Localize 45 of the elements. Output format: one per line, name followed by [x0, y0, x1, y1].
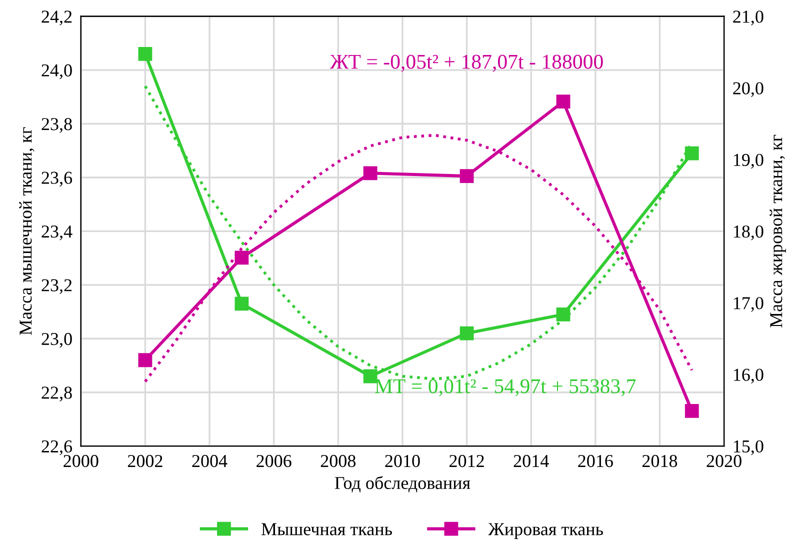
point [460, 169, 474, 183]
x-tick-label: 2004 [192, 454, 228, 468]
y-tick-label: 23,4 [42, 226, 72, 240]
y2-tick-label: 21,0 [733, 10, 764, 26]
y-tick-label: 23,6 [42, 172, 72, 187]
annotation: ЖТ = -0,05t² + 187,07t - 188000 [330, 54, 603, 72]
y-axis-title: Масса мышечной ткани, кг [19, 127, 34, 336]
point [684, 404, 699, 418]
point [138, 46, 152, 61]
point [234, 250, 249, 265]
x-tick-label: 2002 [128, 454, 162, 468]
y2-tick-label: 15,0 [734, 440, 764, 456]
y-tick-label: 23,8 [42, 118, 72, 133]
point [556, 308, 570, 322]
y-tick-label: 23,2 [42, 279, 72, 294]
point [234, 296, 249, 311]
x-tick-label: 2000 [64, 454, 98, 468]
y2-tick-label: 17,0 [734, 297, 764, 312]
x-tick-label: 2018 [642, 454, 678, 468]
point [556, 94, 570, 108]
x-tick-label: 2006 [256, 454, 292, 468]
point [138, 353, 152, 368]
annotation: МТ = 0,01t² - 54,97t + 55383,7 [375, 379, 636, 396]
y-tick-label: 22,8 [42, 386, 72, 402]
x-tick-label: 2008 [320, 454, 356, 468]
x-tick-label: 2014 [514, 454, 549, 468]
legend-label: Жировая ткань [488, 523, 603, 539]
point [684, 146, 699, 160]
x-tick-label: 2020 [706, 454, 742, 468]
y2-tick-label: 16,0 [734, 368, 764, 384]
y-tick-label: 22,6 [42, 440, 72, 456]
y2-tick-label: 18,0 [734, 225, 764, 240]
x-tick-label: 2012 [450, 454, 484, 468]
x-axis-title: Год обследования [334, 476, 470, 492]
x-tick-label: 2010 [385, 454, 420, 468]
y-tick-label: 24,2 [42, 10, 72, 26]
legend-label: Мышечная ткань [262, 523, 392, 536]
x-tick-label: 2016 [578, 454, 613, 468]
y2-axis-title: Масса жировой ткани, кг [770, 134, 786, 328]
y2-tick-label: 19,0 [734, 154, 764, 169]
point [363, 166, 378, 180]
y-tick-label: 23,0 [42, 332, 72, 348]
y-tick-label: 24,0 [42, 64, 72, 80]
point [460, 326, 474, 340]
y2-tick-label: 20,0 [733, 82, 764, 97]
